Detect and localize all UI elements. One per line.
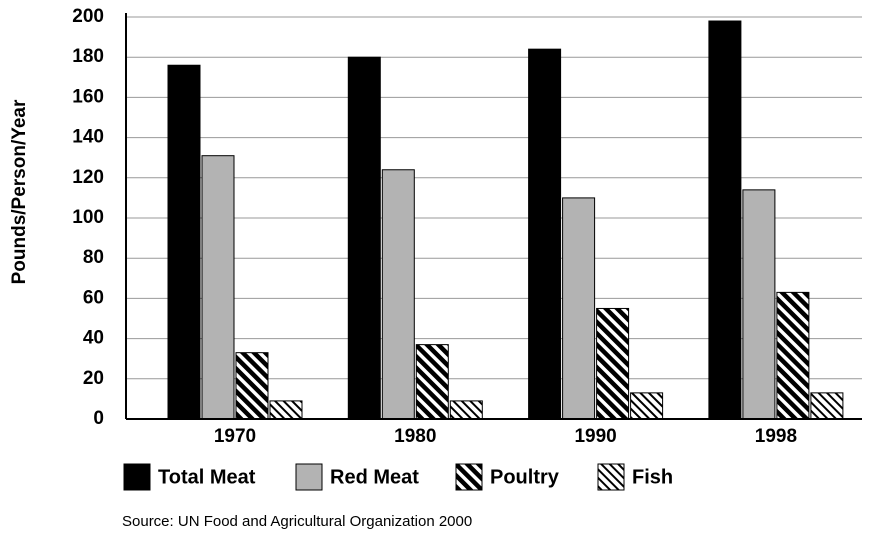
- legend-swatch: [455, 463, 483, 491]
- legend-label: Poultry: [490, 466, 560, 488]
- source: Source: UN Food and Agricultural Organiz…: [122, 513, 472, 530]
- bar: [449, 400, 483, 420]
- bar: [167, 64, 201, 420]
- y-tick-label: 80: [83, 247, 104, 268]
- bar: [415, 344, 449, 420]
- y-tick-label: 180: [72, 46, 104, 67]
- bar: [235, 352, 269, 420]
- x-tick-label: 1990: [574, 426, 616, 447]
- bar: [201, 155, 235, 420]
- legend-label: Fish: [632, 466, 673, 488]
- bar: [810, 392, 844, 420]
- y-tick-label: 200: [72, 6, 104, 27]
- legend-label: Red Meat: [330, 466, 419, 488]
- bar: [269, 400, 303, 420]
- y-tick-label: 100: [72, 207, 104, 228]
- bar: [596, 307, 630, 420]
- x-tick-label: 1998: [755, 426, 797, 447]
- y-tick-label: 120: [72, 167, 104, 188]
- legend-swatch: [123, 463, 151, 491]
- legend-swatch: [597, 463, 625, 491]
- bar: [562, 197, 596, 420]
- y-tick-label: 40: [83, 328, 104, 349]
- x-tick-label: 1980: [394, 426, 436, 447]
- bar: [708, 20, 742, 420]
- bar: [742, 189, 776, 420]
- y-tick-label: 20: [83, 368, 104, 389]
- y-tick-label: 140: [72, 127, 104, 148]
- bar: [347, 56, 381, 420]
- x-tick-label: 1970: [214, 426, 256, 447]
- bar: [528, 48, 562, 420]
- bar: [630, 392, 664, 420]
- y-tick-label: 60: [83, 287, 104, 308]
- bar: [381, 169, 415, 420]
- bar: [776, 291, 810, 420]
- legend-label: Total Meat: [158, 466, 256, 488]
- y-tick-label: 0: [93, 408, 104, 429]
- y-tick-label: 160: [72, 86, 104, 107]
- y-axis-label: Pounds/Person/Year: [9, 99, 30, 284]
- legend-swatch: [295, 463, 323, 491]
